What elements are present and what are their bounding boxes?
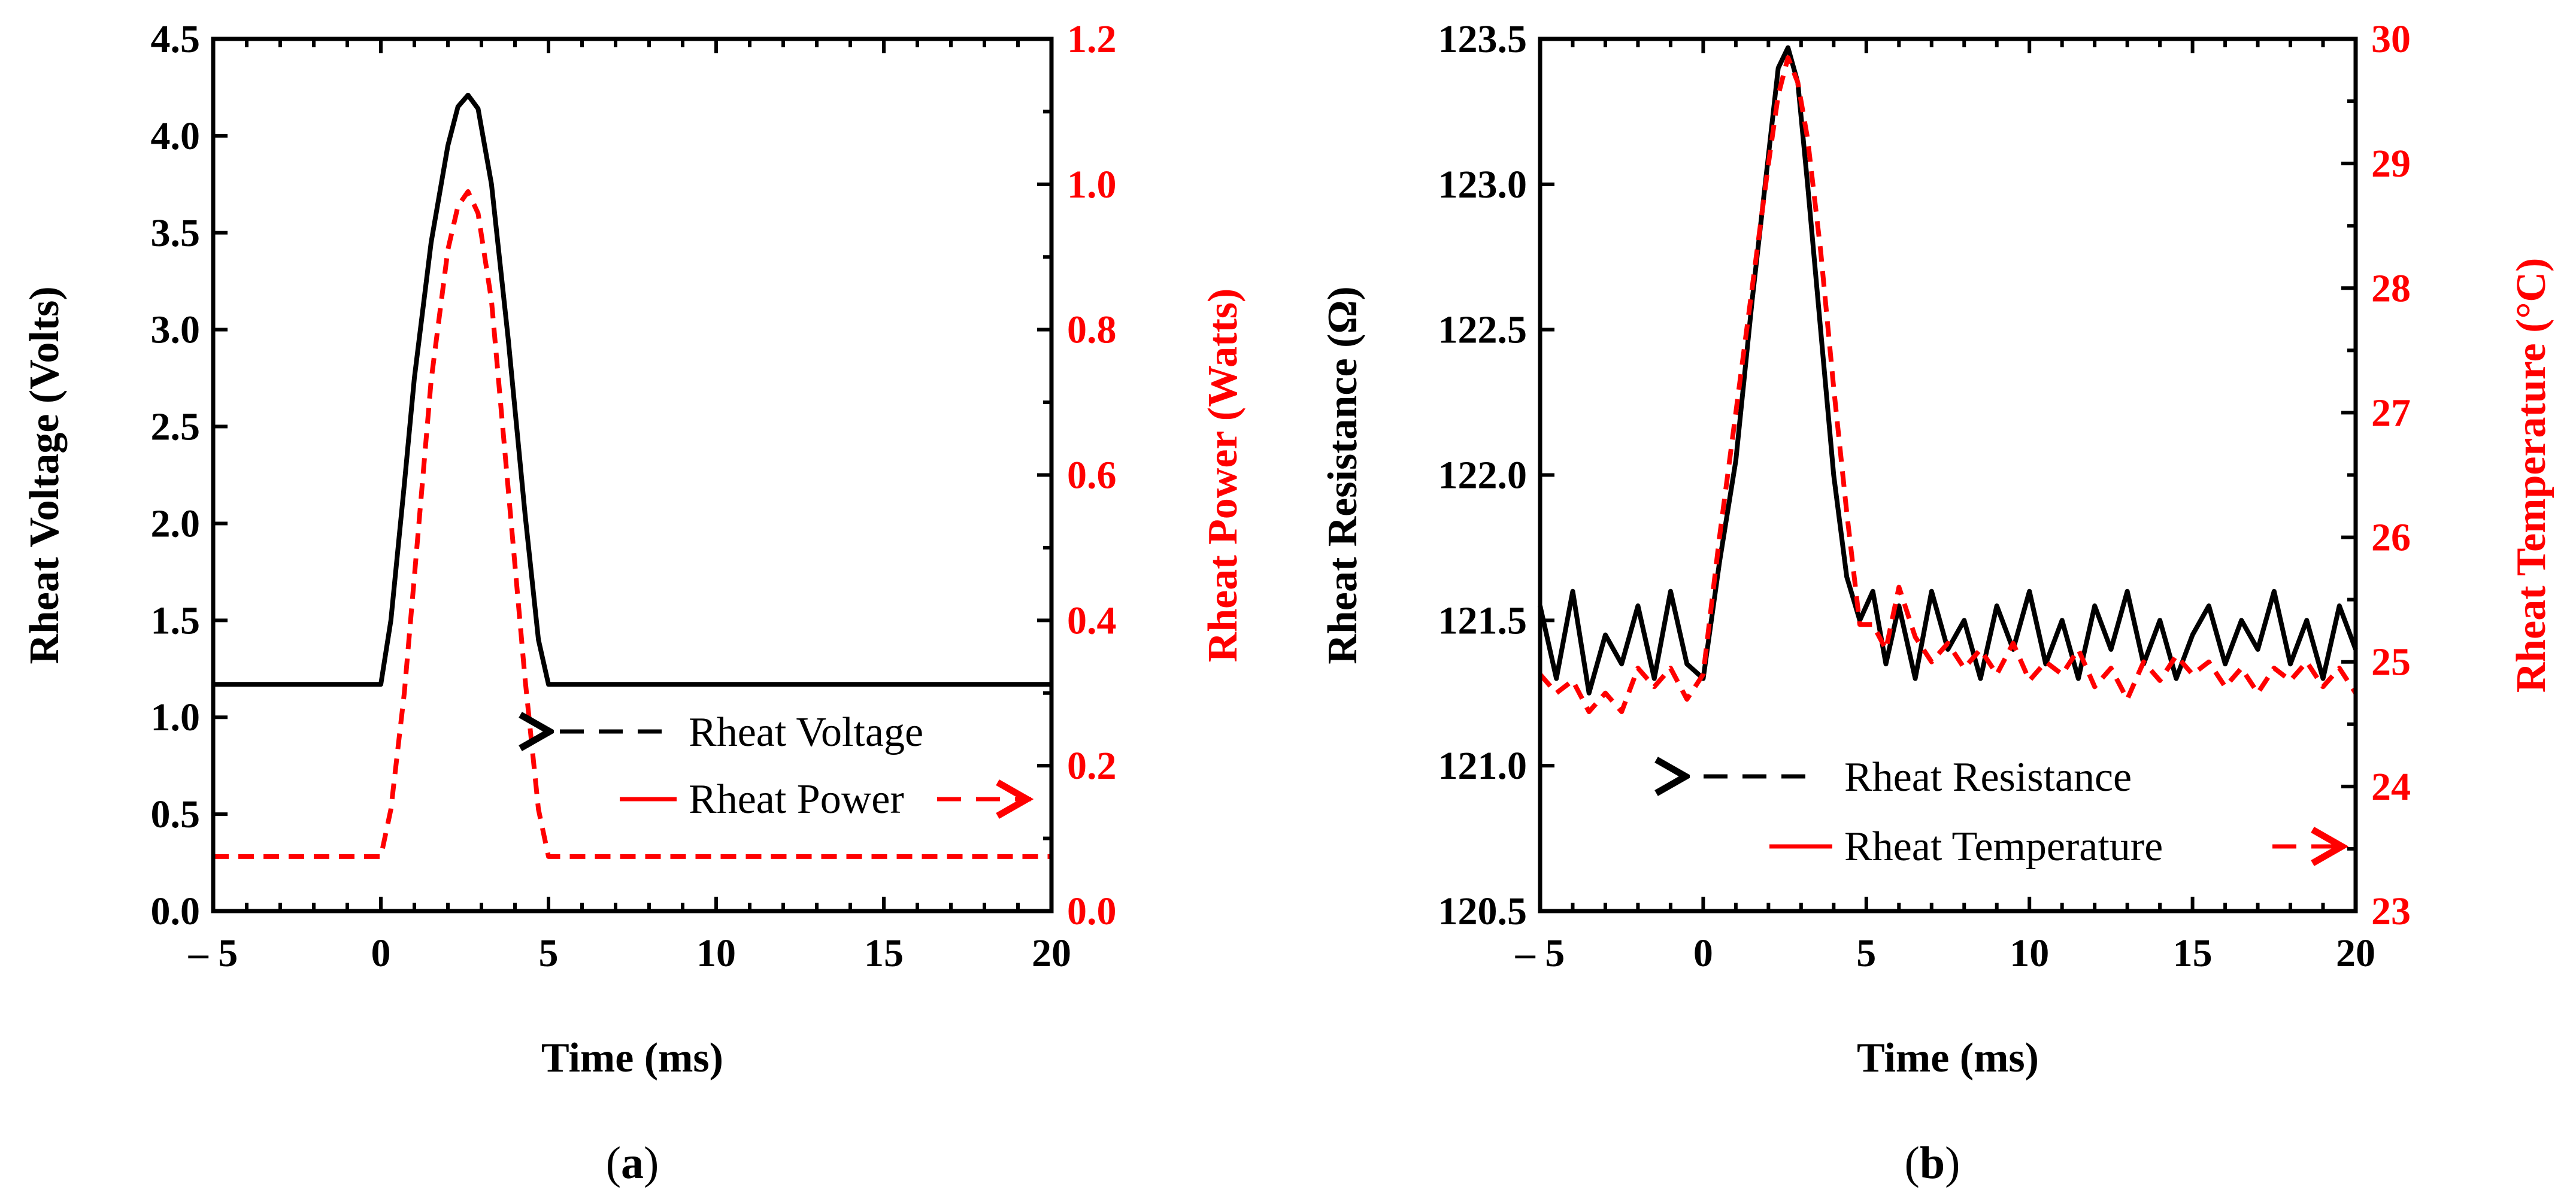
legend-a-label-voltage: Rheat Voltage bbox=[689, 709, 923, 755]
panel-a-y2-axis-title: Rheat Power (Watts) bbox=[1200, 289, 1246, 663]
panel-b-marks: – 5 0 5 10 15 20 120.5 121.0 121.5 122.0 122.5 123.… bbox=[1438, 17, 2411, 975]
x-tick-label: 20 bbox=[2336, 931, 2375, 975]
y-tick-label: 3.5 bbox=[151, 211, 201, 255]
y-tick-label: 1.0 bbox=[151, 696, 201, 739]
x-tick-label: 15 bbox=[864, 931, 904, 975]
y-tick-label: 4.5 bbox=[151, 17, 201, 61]
y2-tick-label: 27 bbox=[2371, 391, 2411, 435]
y-tick-label: 0.0 bbox=[151, 890, 201, 933]
panel-a-y-axis-title: Rheat Voltage (Volts) bbox=[22, 286, 68, 664]
series-line-rheat-resistance bbox=[1538, 45, 2358, 696]
y-tick-label: 3.0 bbox=[151, 308, 201, 352]
panel-a-legend: Rheat Voltage Rheat Power bbox=[554, 709, 1034, 822]
y2-tick-label: 0.4 bbox=[1067, 599, 1117, 642]
panel-b: – 5 0 5 10 15 20 120.5 121.0 121.5 122.0 122.5 123.… bbox=[1320, 17, 2554, 1188]
series-line-rheat-power bbox=[213, 189, 1051, 859]
y2-tick-label: 0.0 bbox=[1067, 890, 1117, 933]
y2-tick-label: 1.0 bbox=[1067, 163, 1117, 207]
x-tick-label: 15 bbox=[2173, 931, 2213, 975]
y2-tick-label: 0.8 bbox=[1067, 308, 1117, 352]
y2-tick-label: 26 bbox=[2371, 516, 2411, 560]
panel-a: – 5 0 5 10 15 200.00.51.01.52.02.53.03.54.04.… bbox=[22, 17, 1246, 1188]
panel-b-label: (b) bbox=[1905, 1138, 1960, 1188]
y-tick-label: 123.5 bbox=[1438, 17, 1528, 61]
y2-tick-label: 23 bbox=[2371, 890, 2411, 933]
y-tick-label: 4.0 bbox=[151, 114, 201, 158]
y-tick-label: 2.5 bbox=[151, 405, 201, 449]
y-tick-label: 122.5 bbox=[1438, 308, 1528, 352]
y2-tick-label: 24 bbox=[2371, 765, 2411, 809]
panel-b-x-axis-title: Time (ms) bbox=[1857, 1035, 2039, 1081]
y2-tick-label: 1.2 bbox=[1067, 17, 1117, 61]
x-tick-label: – 5 bbox=[1515, 931, 1565, 975]
y-tick-label: 0.5 bbox=[151, 793, 201, 836]
x-tick-label: 5 bbox=[1856, 931, 1876, 975]
panel-b-legend: Rheat Resistance Rheat Temperature bbox=[1690, 754, 2349, 870]
legend-b-label-resistance: Rheat Resistance bbox=[1844, 754, 2132, 800]
y-tick-label: 122.0 bbox=[1438, 454, 1528, 497]
series-line-rheat-voltage bbox=[213, 92, 1051, 687]
y2-tick-label: 0.2 bbox=[1067, 744, 1117, 788]
panel-b-y-axis-title: Rheat Resistance (Ω) bbox=[1320, 286, 1366, 664]
y2-tick-label: 0.6 bbox=[1067, 454, 1117, 497]
x-tick-label: 0 bbox=[1693, 931, 1713, 975]
y-tick-label: 120.5 bbox=[1438, 890, 1528, 933]
y-tick-label: 1.5 bbox=[151, 599, 201, 642]
y-tick-label: 2.0 bbox=[151, 502, 201, 545]
x-tick-label: 10 bbox=[696, 931, 736, 975]
y2-tick-label: 25 bbox=[2371, 641, 2411, 684]
panel-b-plot-frame bbox=[1538, 37, 2358, 913]
panel-b-y2-axis-title: Rheat Temperature (°C) bbox=[2508, 258, 2554, 693]
y-tick-label: 123.0 bbox=[1438, 163, 1528, 207]
series-line-rheat-temperature bbox=[1538, 55, 2358, 714]
x-tick-label: 0 bbox=[371, 931, 391, 975]
x-tick-label: – 5 bbox=[188, 931, 238, 975]
y2-tick-label: 29 bbox=[2371, 142, 2411, 186]
panel-a-marks: – 5 0 5 10 15 200.00.51.01.52.02.53.03.54.04.… bbox=[151, 17, 1117, 975]
legend-a-label-power: Rheat Power bbox=[689, 776, 904, 822]
y2-tick-label: 30 bbox=[2371, 17, 2411, 61]
y-tick-label: 121.5 bbox=[1438, 599, 1528, 642]
y2-tick-label: 28 bbox=[2371, 266, 2411, 310]
panel-a-plot-frame bbox=[211, 37, 1054, 913]
x-tick-label: 20 bbox=[1032, 931, 1071, 975]
panel-a-label: (a) bbox=[606, 1138, 659, 1188]
panel-a-x-axis-title: Time (ms) bbox=[541, 1035, 723, 1081]
x-tick-label: 5 bbox=[539, 931, 559, 975]
legend-b-label-temperature: Rheat Temperature bbox=[1844, 824, 2163, 870]
y-tick-label: 121.0 bbox=[1438, 744, 1528, 788]
x-tick-label: 10 bbox=[2010, 931, 2049, 975]
